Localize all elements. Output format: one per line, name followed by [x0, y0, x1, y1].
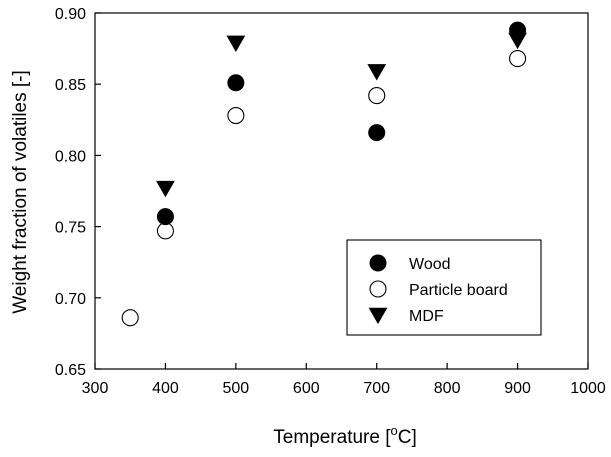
y-tick-label: 0.85 [55, 77, 86, 94]
legend-marker-mdf [368, 307, 388, 325]
x-tick-label: 700 [363, 380, 390, 397]
y-tick-label: 0.75 [55, 220, 86, 237]
wood-point [227, 74, 245, 92]
y-tick-label: 0.70 [55, 291, 86, 308]
x-axis-label-suffix: C] [398, 427, 417, 448]
axis-ticks: 300 400 500 600 700 800 900 1000 0.65 0.70 0.75 0.8… [55, 6, 606, 397]
y-tick-label: 0.65 [55, 362, 86, 379]
legend-label-wood: Wood [409, 256, 451, 273]
data-points [121, 21, 527, 327]
x-axis-label: Temperature [oC] [273, 423, 416, 448]
particle-board-point [121, 309, 139, 327]
axes [94, 12, 589, 370]
y-tick-label: 0.90 [55, 6, 86, 23]
wood-point [509, 21, 527, 39]
particle-board-point [509, 50, 527, 68]
x-tick-label: 800 [434, 380, 461, 397]
particle-board-point [156, 222, 174, 240]
x-axis-label-superscript: o [391, 423, 398, 438]
x-tick-label: 300 [82, 380, 109, 397]
y-tick-label: 0.80 [55, 148, 86, 165]
mdf-point [156, 180, 175, 198]
legend: Wood Particle board MDF [346, 239, 542, 336]
x-tick-label: 1000 [570, 380, 606, 397]
y-axis-label: Weight fraction of volatiles [-] [10, 70, 31, 314]
x-tick-label: 400 [152, 380, 179, 397]
mdf-point [226, 35, 246, 52]
particle-board-point [368, 87, 386, 105]
legend-marker-wood [369, 254, 387, 272]
particle-board-point [227, 106, 245, 125]
legend-marker-particle-board [369, 280, 387, 298]
plot-frame [94, 12, 589, 370]
legend-label-mdf: MDF [409, 308, 444, 325]
x-tick-label: 900 [504, 380, 531, 397]
wood-point [368, 124, 386, 142]
x-tick-label: 500 [223, 380, 250, 397]
x-tick-label: 600 [293, 380, 320, 397]
wood-point [156, 208, 174, 226]
legend-label-particle-board: Particle board [409, 282, 508, 299]
mdf-point [367, 64, 387, 81]
